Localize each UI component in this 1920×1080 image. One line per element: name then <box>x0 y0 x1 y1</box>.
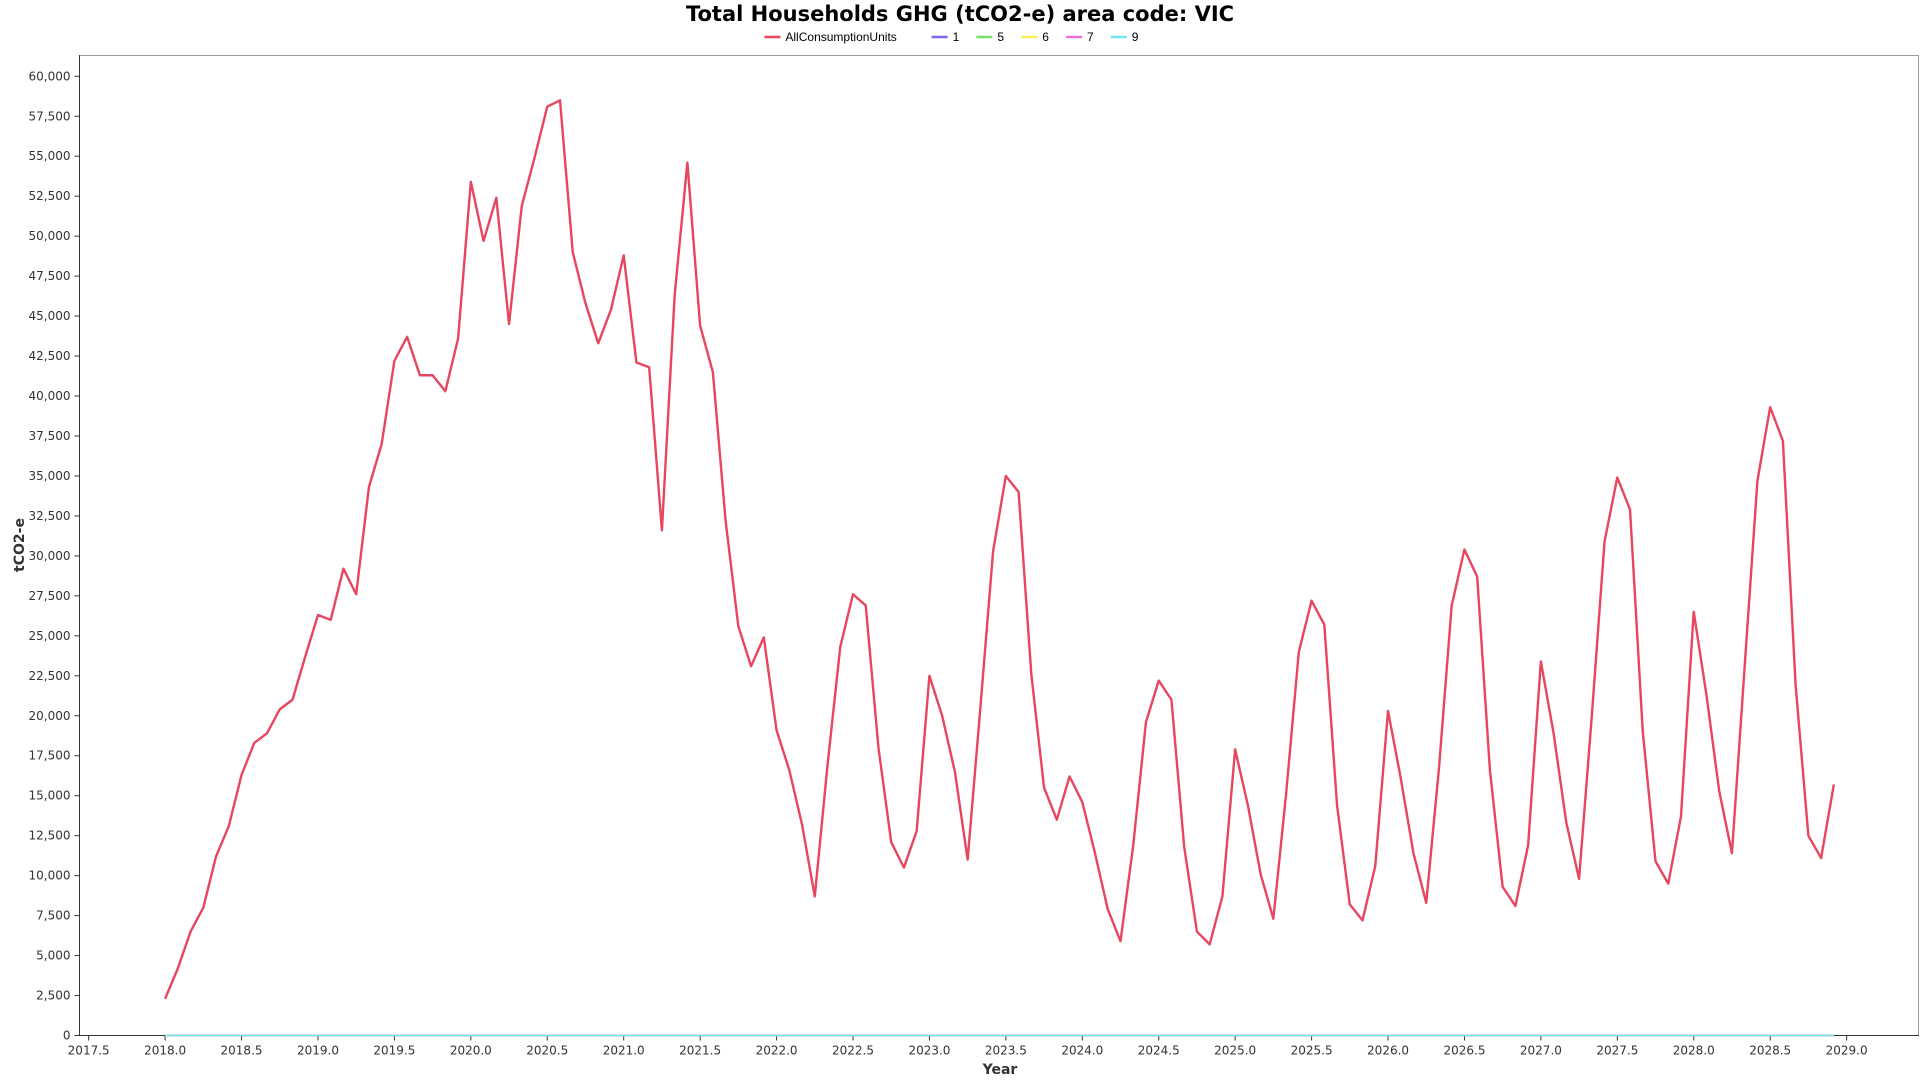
y-tick-label: 15,000 <box>29 789 71 803</box>
x-axis-label: Year <box>982 1062 1018 1078</box>
legend-item: 6 <box>1021 30 1049 44</box>
y-tick-label: 45,000 <box>29 309 71 323</box>
legend-label: 1 <box>953 30 960 44</box>
series-group <box>164 99 1836 1037</box>
x-tick-label: 2024.0 <box>1061 1044 1103 1058</box>
y-tick-label: 17,500 <box>29 749 71 763</box>
y-tick-label: 47,500 <box>29 269 71 283</box>
x-tick-label: 2027.5 <box>1596 1044 1638 1058</box>
y-tick-label: 50,000 <box>29 229 71 243</box>
x-tick-label: 2020.5 <box>526 1044 568 1058</box>
y-tick-label: 57,500 <box>29 109 71 123</box>
legend-item: 7 <box>1066 30 1094 44</box>
y-tick-label: 10,000 <box>29 869 71 883</box>
x-tick-label: 2028.0 <box>1673 1044 1715 1058</box>
y-tick-label: 5,000 <box>36 949 70 963</box>
x-axis-ticks: 2017.5 2018.0 2018.5 2019.0 2019.5 2020.0 2020… <box>68 1035 1868 1058</box>
x-tick-label: 2021.0 <box>603 1044 645 1058</box>
y-tick-label: 40,000 <box>29 389 71 403</box>
legend-label: 7 <box>1087 30 1094 44</box>
y-tick-label: 25,000 <box>29 629 71 643</box>
legend-item: 5 <box>976 30 1004 44</box>
plot-area <box>79 55 1919 1036</box>
legend-item: 1 <box>931 30 960 44</box>
y-tick-label: 12,500 <box>29 829 71 843</box>
legend-label: 5 <box>997 30 1004 44</box>
x-tick-label: 2019.5 <box>373 1044 415 1058</box>
x-tick-label: 2027.0 <box>1520 1044 1562 1058</box>
x-tick-label: 2022.5 <box>832 1044 874 1058</box>
legend-item: 9 <box>1110 30 1139 44</box>
x-tick-label: 2024.5 <box>1138 1044 1180 1058</box>
x-tick-label: 2028.5 <box>1749 1044 1791 1058</box>
y-tick-label: 42,500 <box>29 349 71 363</box>
series-line-allconsumptionunits <box>164 99 1836 1000</box>
y-tick-label: 55,000 <box>29 149 71 163</box>
y-axis-ticks: 0 2,500 5,000 7,500 10,000 12,500 15,000 17,500… <box>29 69 80 1043</box>
y-tick-label: 37,500 <box>29 429 71 443</box>
y-tick-label: 22,500 <box>29 669 71 683</box>
y-tick-label: 35,000 <box>29 469 71 483</box>
y-tick-label: 2,500 <box>36 989 70 1003</box>
y-tick-label: 7,500 <box>36 909 70 923</box>
y-tick-label: 20,000 <box>29 709 71 723</box>
x-tick-label: 2025.5 <box>1291 1044 1333 1058</box>
y-axis-label: tCO2-e <box>12 518 28 572</box>
legend-label: AllConsumptionUnits <box>785 30 896 44</box>
x-tick-label: 2023.5 <box>985 1044 1027 1058</box>
y-tick-label: 52,500 <box>29 189 71 203</box>
y-tick-label: 32,500 <box>29 509 71 523</box>
legend-label: 9 <box>1132 30 1139 44</box>
x-tick-label: 2026.0 <box>1367 1044 1409 1058</box>
chart-title: Total Households GHG (tCO2-e) area code:… <box>686 2 1234 26</box>
y-tick-label: 0 <box>63 1029 71 1043</box>
y-tick-label: 30,000 <box>29 549 71 563</box>
x-tick-label: 2018.5 <box>221 1044 263 1058</box>
x-tick-label: 2023.0 <box>908 1044 950 1058</box>
x-tick-label: 2019.0 <box>297 1044 339 1058</box>
x-tick-label: 2020.0 <box>450 1044 492 1058</box>
x-tick-label: 2026.5 <box>1443 1044 1485 1058</box>
x-tick-label: 2018.0 <box>144 1044 186 1058</box>
x-tick-label: 2025.0 <box>1214 1044 1256 1058</box>
legend-item: AllConsumptionUnits <box>764 30 897 44</box>
y-tick-label: 27,500 <box>29 589 71 603</box>
y-tick-label: 60,000 <box>29 69 71 83</box>
legend-label: 6 <box>1042 30 1049 44</box>
x-tick-label: 2017.5 <box>68 1044 110 1058</box>
x-tick-label: 2029.0 <box>1826 1044 1868 1058</box>
legend: AllConsumptionUnits 1 5 6 7 9 <box>764 30 1139 44</box>
x-tick-label: 2021.5 <box>679 1044 721 1058</box>
x-tick-label: 2022.0 <box>756 1044 798 1058</box>
